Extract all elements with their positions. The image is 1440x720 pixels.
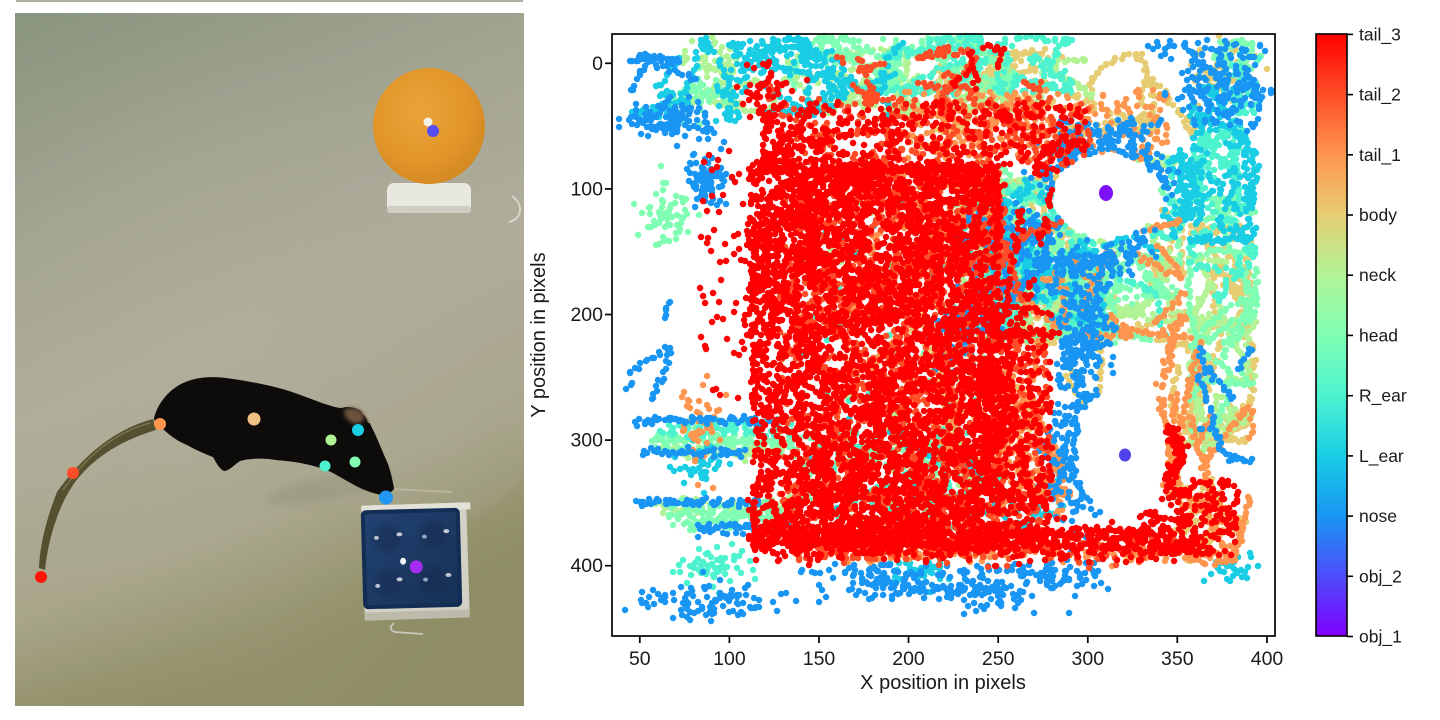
svg-text:obj_1: obj_1 [1359, 627, 1402, 648]
svg-text:head: head [1359, 325, 1398, 345]
svg-text:400: 400 [1251, 648, 1284, 670]
svg-text:200: 200 [892, 648, 925, 670]
svg-text:0: 0 [592, 53, 603, 75]
svg-text:R_ear: R_ear [1359, 386, 1407, 407]
svg-text:obj_2: obj_2 [1359, 566, 1402, 587]
svg-text:100: 100 [713, 648, 746, 670]
svg-text:400: 400 [570, 555, 603, 577]
svg-text:250: 250 [982, 648, 1015, 670]
svg-text:350: 350 [1161, 648, 1194, 670]
svg-text:L_ear: L_ear [1359, 446, 1404, 467]
svg-text:200: 200 [570, 304, 603, 326]
svg-text:150: 150 [803, 648, 836, 670]
svg-text:300: 300 [1072, 648, 1105, 670]
svg-text:tail_2: tail_2 [1359, 85, 1401, 106]
svg-text:body: body [1359, 205, 1397, 225]
svg-text:50: 50 [629, 648, 651, 670]
svg-text:300: 300 [570, 430, 603, 452]
svg-text:nose: nose [1359, 506, 1397, 526]
svg-text:tail_1: tail_1 [1359, 145, 1401, 166]
svg-text:neck: neck [1359, 265, 1396, 285]
svg-text:X position in pixels: X position in pixels [860, 672, 1026, 694]
svg-text:100: 100 [570, 178, 603, 200]
svg-text:tail_3: tail_3 [1359, 24, 1401, 45]
svg-text:Y position in pixels: Y position in pixels [528, 252, 550, 417]
